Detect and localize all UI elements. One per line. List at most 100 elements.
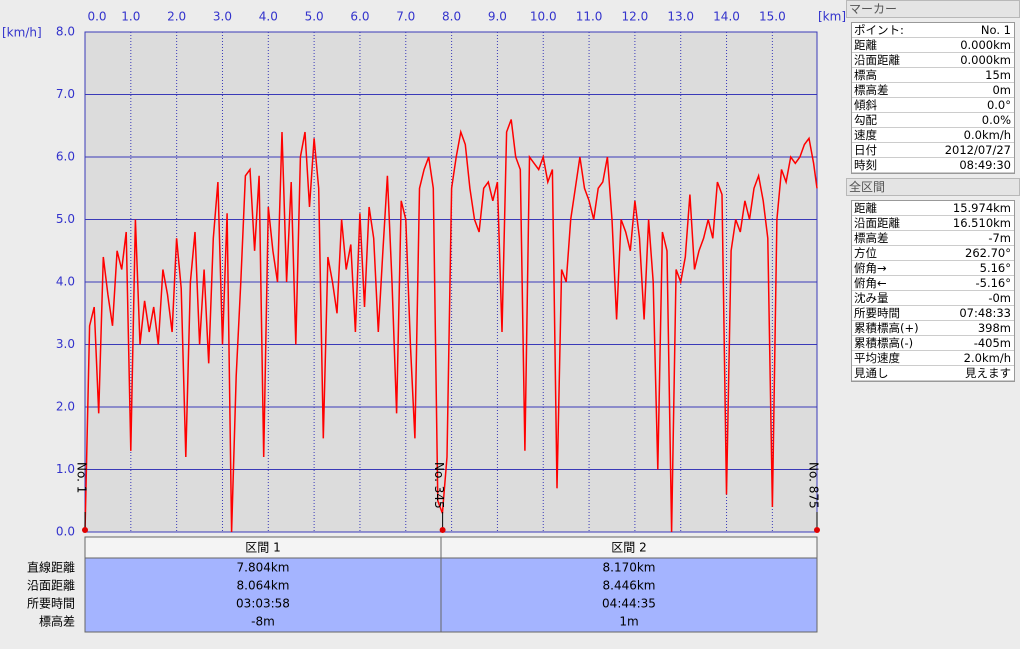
y-tick-label: 1.0: [56, 462, 75, 476]
info-value: 07:48:33: [959, 306, 1011, 320]
section-value: 8.170km: [603, 561, 656, 575]
x-tick-label: 5.0: [305, 10, 324, 24]
info-row: 標高差 -7m: [852, 231, 1014, 246]
info-row: 累積標高(+) 398m: [852, 321, 1014, 336]
row-label: 沿面距離: [27, 579, 75, 593]
info-row: 標高 15m: [852, 68, 1014, 83]
info-label: 見通し: [854, 366, 889, 380]
lines: [84, 119, 818, 533]
info-row: 累積標高(-) -405m: [852, 336, 1014, 351]
info-value: 見えます: [965, 366, 1011, 380]
row-label: 標高差: [39, 614, 75, 629]
info-label: 距離: [854, 38, 877, 52]
info-value: -405m: [973, 336, 1011, 350]
y-tick-label: 4.0: [56, 275, 75, 289]
x-tick-label: 15.0: [759, 10, 786, 24]
section-value: 7.804km: [237, 561, 290, 575]
marker-point: [82, 527, 88, 533]
info-value: 398m: [977, 321, 1011, 335]
total-table: 距離 15.974km 沿面距離 16.510km 標高差 -7m 方位 262.70° 俯角→…: [851, 200, 1015, 382]
table-body: [84, 557, 818, 633]
x-tick-label: 3.0: [213, 10, 232, 24]
info-value: 0.0km/h: [963, 128, 1011, 142]
info-row: 沈み量 -0m: [852, 291, 1014, 306]
info-row: 傾斜 0.0°: [852, 98, 1014, 113]
info-row: 標高差 0m: [852, 83, 1014, 98]
info-value: -0m: [988, 291, 1011, 305]
info-value: 15m: [985, 68, 1011, 82]
marker-label: No. 875: [807, 462, 821, 509]
info-row: 距離 0.000km: [852, 38, 1014, 53]
info-label: 平均速度: [854, 351, 900, 365]
info-row: 時刻 08:49:30: [852, 158, 1014, 173]
info-row: ポイント: No. 1: [852, 23, 1014, 38]
info-label: 累積標高(+): [854, 321, 919, 335]
info-value: 0.0°: [986, 98, 1011, 112]
x-tick-label: 14.0: [713, 10, 740, 24]
info-value: 2012/07/27: [944, 143, 1011, 157]
x-tick-label: 6.0: [350, 10, 369, 24]
info-row: 沿面距離 16.510km: [852, 216, 1014, 231]
info-value: -5.16°: [975, 276, 1011, 290]
y-tick-label: 6.0: [56, 150, 75, 164]
info-row: 見通し 見えます: [852, 366, 1014, 381]
info-value: 0.000km: [960, 38, 1011, 52]
info-row: 方位 262.70°: [852, 246, 1014, 261]
marker-label: No. 1: [75, 462, 89, 493]
section-header-label: 区間 2: [611, 541, 646, 555]
info-label: 標高: [854, 68, 877, 82]
section-value: 8.446km: [603, 579, 656, 593]
info-label: 沈み量: [854, 291, 889, 305]
markers: No. 1 No. 345 No. 875: [75, 462, 821, 533]
info-value: 262.70°: [965, 246, 1011, 260]
info-row: 日付 2012/07/27: [852, 143, 1014, 158]
info-label: 速度: [854, 128, 877, 142]
y-tick-label: 0.0: [56, 525, 75, 539]
section-table: 区間 1 区間 2 直線距離 7.804km 8.170km 沿面距離 8.064km 8.4…: [27, 536, 818, 633]
row-label: 直線距離: [27, 560, 75, 575]
x-tick-label: 8.0: [442, 10, 461, 24]
info-row: 勾配 0.0%: [852, 113, 1014, 128]
y-tick-label: 5.0: [56, 212, 75, 226]
marker-point: [814, 527, 820, 533]
info-row: 俯角→ 5.16°: [852, 261, 1014, 276]
x-tick-label: 9.0: [488, 10, 507, 24]
info-label: 沿面距離: [854, 216, 900, 230]
marker-table: ポイント: No. 1 距離 0.000km 沿面距離 0.000km 標高 15m 標高差 0m…: [851, 22, 1015, 174]
info-label: 方位: [854, 246, 877, 260]
info-label: 累積標高(-): [854, 336, 914, 350]
section-value: -8m: [251, 615, 275, 629]
info-label: 標高差: [854, 83, 889, 97]
info-row: 所要時間 07:48:33: [852, 306, 1014, 321]
info-value: 15.974km: [952, 201, 1011, 215]
section-value: 03:03:58: [236, 597, 290, 611]
info-label: 俯角→: [854, 261, 887, 275]
info-label: 沿面距離: [854, 53, 900, 67]
panel-header: マーカー: [846, 0, 1020, 18]
x-tick-label: 7.0: [396, 10, 415, 24]
y-tick-label: 8.0: [56, 25, 75, 39]
info-label: 所要時間: [854, 306, 900, 320]
info-panel: マーカー ポイント: No. 1 距離 0.000km 沿面距離 0.000km 標高 15m…: [846, 0, 1020, 386]
info-row: 距離 15.974km: [852, 201, 1014, 216]
info-value: 08:49:30: [959, 158, 1011, 172]
x-tick-label: 12.0: [622, 10, 649, 24]
x-tick-label: 10.0: [530, 10, 557, 24]
info-label: 標高差: [854, 231, 889, 245]
y-tick-label: 3.0: [56, 337, 75, 351]
info-row: 速度 0.0km/h: [852, 128, 1014, 143]
x-tick-label: 13.0: [667, 10, 694, 24]
row-label: 所要時間: [27, 597, 75, 611]
x-tick-label: 2.0: [167, 10, 186, 24]
x-unit: [km]: [818, 10, 846, 24]
info-value: No. 1: [980, 23, 1011, 37]
info-row: 平均速度 2.0km/h: [852, 351, 1014, 366]
x-tick-label: 0.0: [87, 10, 106, 24]
info-value: 16.510km: [952, 216, 1011, 230]
panel-header: 全区間: [846, 178, 1020, 196]
info-value: 5.16°: [979, 261, 1011, 275]
info-label: 日付: [854, 143, 877, 157]
section-value: 8.064km: [237, 579, 290, 593]
info-label: 傾斜: [854, 98, 877, 112]
x-tick-label: 1.0: [121, 10, 140, 24]
